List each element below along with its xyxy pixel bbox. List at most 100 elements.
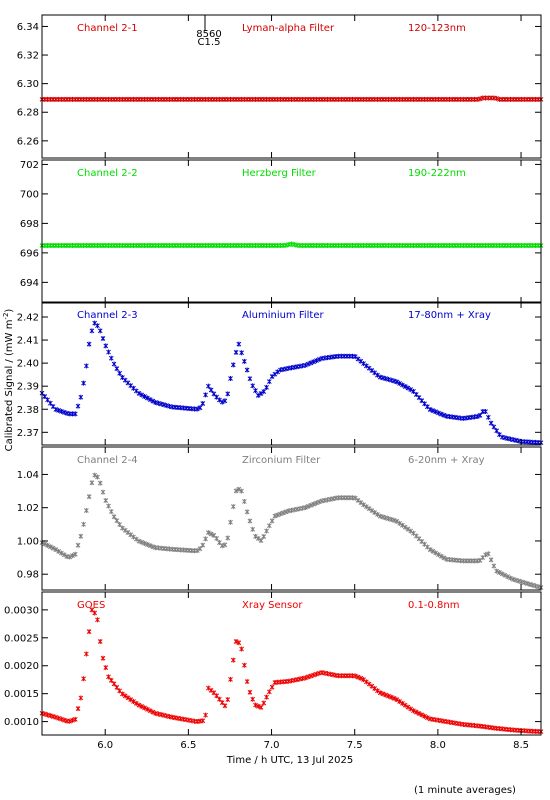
data-point — [92, 472, 98, 478]
data-point — [131, 534, 136, 540]
data-point — [142, 393, 147, 399]
data-point — [103, 665, 109, 671]
data-point — [383, 515, 389, 521]
data-point — [242, 662, 247, 668]
data-point — [375, 688, 380, 694]
panel-label: GOES — [77, 600, 105, 611]
data-point — [239, 488, 244, 494]
data-point — [355, 674, 361, 680]
data-point — [147, 543, 153, 549]
event-marker-label-bottom: C1.5 — [198, 37, 221, 48]
data-point — [264, 528, 269, 534]
panel-label: 190-222nm — [408, 168, 466, 179]
data-point — [222, 398, 228, 404]
data-point — [433, 550, 439, 556]
data-point — [424, 715, 430, 721]
data-point — [67, 554, 73, 560]
panel-label: 17-80nm + Xray — [408, 310, 491, 321]
data-point — [84, 651, 89, 657]
data-point — [47, 544, 53, 550]
data-point — [441, 412, 447, 418]
data-point — [59, 550, 64, 556]
x-tick-label: 6.5 — [180, 740, 196, 751]
data-point — [269, 373, 275, 379]
data-point — [242, 358, 247, 364]
data-point — [314, 358, 319, 364]
data-point — [86, 629, 92, 635]
data-point — [394, 518, 400, 524]
data-point — [510, 576, 516, 582]
y-tick-label: 694 — [20, 278, 39, 289]
data-point — [81, 380, 86, 386]
data-point — [388, 694, 394, 700]
panel-channel-2-3: 2.37 2.38 2.39 2.40 2.41 2.42 Channel 2-3 Alumi… — [17, 301, 544, 446]
data-point — [494, 95, 499, 101]
data-point — [397, 380, 402, 386]
data-point — [120, 525, 125, 531]
data-point — [59, 716, 64, 722]
panel-frame — [41, 14, 542, 159]
data-point — [230, 657, 236, 663]
data-point — [75, 706, 81, 712]
data-point — [369, 683, 375, 689]
data-point — [111, 361, 117, 367]
data-point — [200, 542, 206, 548]
data-point — [78, 394, 84, 400]
panel-channel-2-1: 6.26 6.28 6.30 6.32 6.34 Channel 2-1 Lyman-alp… — [17, 14, 544, 159]
data-point — [200, 718, 206, 724]
y-tick-label: 702 — [20, 160, 39, 171]
data-point — [139, 539, 145, 545]
data-point — [352, 495, 358, 501]
data-point — [103, 497, 109, 503]
data-point — [214, 693, 220, 699]
panel-label: Zirconium Filter — [242, 455, 321, 466]
data-point — [197, 405, 203, 411]
data-point — [430, 408, 436, 414]
data-point — [228, 676, 233, 682]
data-point — [147, 708, 153, 714]
data-point — [59, 408, 64, 414]
data-point — [250, 526, 256, 532]
data-point — [402, 702, 408, 708]
data-point — [358, 500, 364, 506]
data-point — [361, 361, 366, 367]
data-point — [225, 535, 231, 541]
panel-frame — [41, 159, 542, 304]
data-point — [233, 349, 239, 355]
data-point — [92, 610, 98, 616]
data-point — [122, 527, 128, 533]
data-point — [78, 695, 84, 701]
data-point — [436, 552, 441, 558]
y-tick-label: 2.38 — [17, 405, 39, 416]
data-point — [144, 541, 150, 547]
data-point — [269, 518, 275, 524]
data-point — [305, 674, 311, 680]
data-point — [258, 538, 264, 544]
data-point — [278, 511, 283, 517]
data-point — [402, 383, 408, 389]
data-point — [491, 563, 497, 569]
data-point — [430, 548, 436, 554]
data-point — [275, 369, 280, 375]
data-point — [311, 359, 317, 365]
data-point — [133, 700, 139, 706]
data-point — [239, 350, 244, 356]
data-point — [133, 536, 139, 542]
data-point — [203, 536, 208, 542]
data-point — [53, 714, 59, 720]
data-point — [438, 411, 444, 417]
y-tick-label: 2.39 — [17, 382, 39, 393]
data-point — [314, 500, 319, 506]
data-point — [316, 499, 322, 505]
data-point — [508, 575, 513, 581]
data-point — [100, 655, 106, 661]
data-point — [233, 639, 239, 645]
data-point — [114, 684, 120, 690]
data-point — [250, 383, 256, 389]
data-point — [405, 385, 411, 391]
data-point — [70, 553, 75, 559]
data-point — [438, 553, 444, 559]
data-point — [111, 681, 117, 687]
y-tick-label: 2.41 — [17, 336, 39, 347]
data-point — [81, 521, 86, 527]
